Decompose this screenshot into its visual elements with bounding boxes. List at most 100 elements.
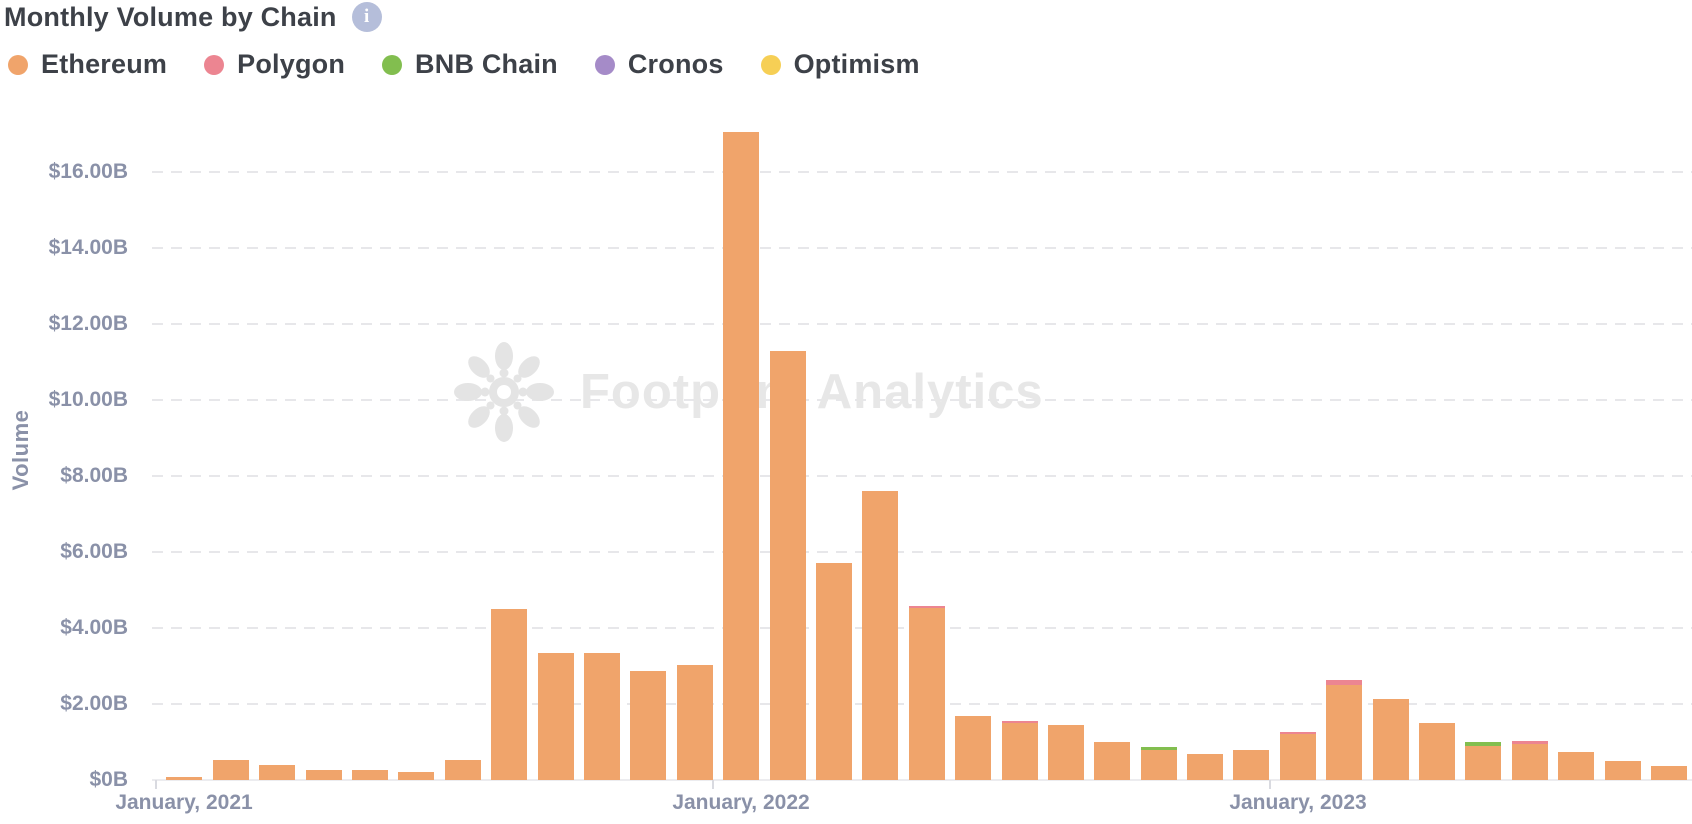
bar-may-2023[interactable] — [1465, 742, 1501, 780]
polygon-legend-dot-icon — [204, 54, 225, 75]
bar-segment-ethereum — [213, 760, 249, 780]
bar-oct-2021[interactable] — [584, 653, 620, 780]
bar-jan-2023[interactable] — [1280, 732, 1316, 780]
bar-segment-ethereum — [1280, 734, 1316, 780]
bar-segment-ethereum — [1465, 746, 1501, 780]
gridline — [152, 247, 1692, 249]
y-axis-title: Volume — [8, 409, 33, 491]
cronos-legend-dot-icon — [594, 54, 615, 75]
bar-mar-2022[interactable] — [816, 563, 852, 780]
bar-segment-polygon — [1280, 732, 1316, 734]
bar-segment-ethereum — [1141, 750, 1177, 780]
legend-label: Cronos — [627, 49, 724, 79]
legend: Ethereum Polygon BNB Chain Cronos Optimism — [8, 49, 920, 80]
bar-segment-ethereum — [259, 765, 295, 780]
bar-segment-ethereum — [909, 608, 945, 780]
bar-segment-ethereum — [398, 772, 434, 780]
x-tick-label: January, 2023 — [1229, 791, 1367, 814]
x-tick-label: January, 2022 — [672, 791, 810, 814]
bar-feb-2022[interactable] — [770, 351, 806, 780]
bar-segment-ethereum — [166, 777, 202, 780]
bar-segment-ethereum — [862, 491, 898, 780]
bar-mar-2023[interactable] — [1373, 699, 1409, 780]
bar-segment-bnb-chain — [1465, 742, 1501, 746]
legend-label: Ethereum — [41, 49, 168, 79]
bar-segment-ethereum — [352, 770, 388, 780]
bar-segment-ethereum — [677, 665, 713, 780]
bar-segment-ethereum — [955, 716, 991, 780]
bar-segment-polygon — [1002, 721, 1038, 723]
legend-label: BNB Chain — [415, 49, 558, 79]
bar-jun-2021[interactable] — [398, 772, 434, 780]
bar-aug-2022[interactable] — [1048, 725, 1084, 780]
bar-segment-ethereum — [1094, 742, 1130, 780]
bar-sep-2022[interactable] — [1094, 742, 1130, 780]
legend-item-optimism[interactable]: Optimism — [760, 49, 920, 80]
x-axis-baseline — [152, 779, 1692, 781]
bar-segment-ethereum — [1233, 750, 1269, 780]
x-tick-mark — [155, 780, 157, 789]
y-tick-label: $14.00B — [48, 236, 128, 259]
bar-jun-2023[interactable] — [1512, 741, 1548, 780]
bar-jun-2022[interactable] — [955, 716, 991, 780]
chart-title: Monthly Volume by Chain — [4, 1, 337, 32]
bar-sep-2023[interactable] — [1651, 766, 1687, 780]
bar-segment-ethereum — [1002, 723, 1038, 780]
bar-segment-ethereum — [491, 609, 527, 780]
bar-segment-ethereum — [584, 653, 620, 780]
bar-segment-ethereum — [1326, 685, 1362, 780]
info-icon-glyph: i — [363, 6, 370, 27]
legend-item-ethereum[interactable]: Ethereum — [8, 49, 167, 80]
legend-label: Optimism — [793, 49, 920, 79]
gridline — [152, 475, 1692, 477]
bar-segment-polygon — [1326, 680, 1362, 685]
bar-segment-ethereum — [1558, 752, 1594, 780]
legend-item-bnb-chain[interactable]: BNB Chain — [382, 49, 558, 80]
bar-nov-2022[interactable] — [1187, 754, 1223, 780]
y-tick-label: $2.00B — [60, 692, 128, 715]
bar-may-2021[interactable] — [352, 770, 388, 780]
legend-item-cronos[interactable]: Cronos — [594, 49, 724, 80]
bar-sep-2021[interactable] — [538, 653, 574, 780]
bar-segment-bnb-chain — [1141, 747, 1177, 750]
bar-segment-ethereum — [1048, 725, 1084, 780]
chart-header: Monthly Volume by Chain i — [4, 0, 382, 34]
legend-label: Polygon — [237, 49, 346, 79]
y-tick-label: $4.00B — [60, 616, 128, 639]
bar-nov-2021[interactable] — [630, 671, 666, 780]
bar-segment-ethereum — [723, 132, 759, 780]
bar-segment-ethereum — [1605, 761, 1641, 780]
bar-feb-2021[interactable] — [213, 760, 249, 780]
y-tick-label: $0B — [89, 768, 128, 791]
bar-segment-ethereum — [1187, 754, 1223, 780]
bar-segment-ethereum — [1419, 723, 1455, 780]
bar-apr-2021[interactable] — [306, 770, 342, 780]
gridline — [152, 399, 1692, 401]
gridline — [152, 551, 1692, 553]
bar-apr-2022[interactable] — [862, 491, 898, 780]
info-icon[interactable]: i — [351, 2, 382, 32]
bar-may-2022[interactable] — [909, 606, 945, 780]
bar-feb-2023[interactable] — [1326, 680, 1362, 780]
bar-dec-2021[interactable] — [677, 665, 713, 780]
optimism-legend-dot-icon — [760, 54, 781, 75]
bar-segment-ethereum — [816, 563, 852, 780]
bar-apr-2023[interactable] — [1419, 723, 1455, 780]
bar-jul-2022[interactable] — [1002, 721, 1038, 780]
bar-segment-ethereum — [770, 351, 806, 780]
bar-jan-2022[interactable] — [723, 132, 759, 780]
bar-jul-2021[interactable] — [445, 760, 481, 780]
bar-segment-polygon — [1512, 741, 1548, 744]
bar-aug-2021[interactable] — [491, 609, 527, 780]
y-tick-label: $8.00B — [60, 464, 128, 487]
bar-dec-2022[interactable] — [1233, 750, 1269, 780]
ethereum-legend-dot-icon — [8, 54, 28, 75]
bar-aug-2023[interactable] — [1605, 761, 1641, 780]
bar-segment-ethereum — [538, 653, 574, 780]
bar-oct-2022[interactable] — [1141, 747, 1177, 780]
bar-jan-2021[interactable] — [166, 777, 202, 780]
legend-item-polygon[interactable]: Polygon — [204, 49, 345, 80]
bar-segment-ethereum — [630, 671, 666, 780]
bar-mar-2021[interactable] — [259, 765, 295, 780]
bar-jul-2023[interactable] — [1558, 752, 1594, 780]
